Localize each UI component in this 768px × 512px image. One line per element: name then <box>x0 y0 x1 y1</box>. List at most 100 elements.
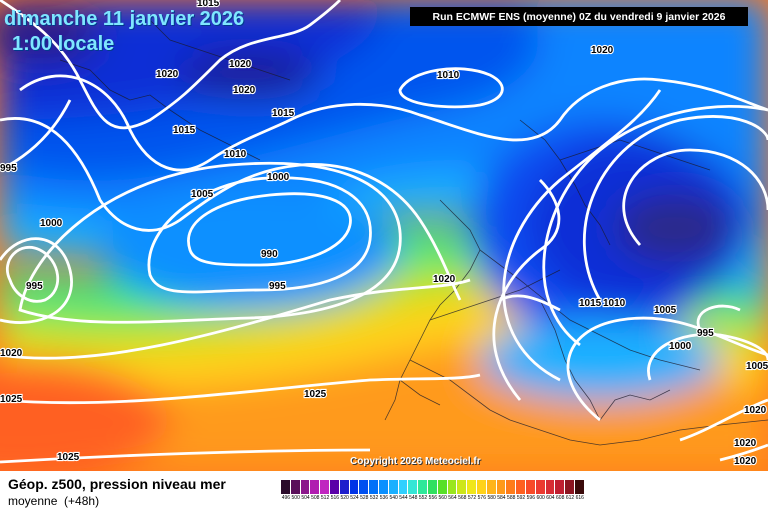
legend-swatch: 508 <box>310 480 321 504</box>
legend-swatch: 556 <box>427 480 438 504</box>
legend-value: 568 <box>458 495 467 501</box>
legend-swatch: 612 <box>565 480 575 504</box>
isobar-label: 1025 <box>0 394 23 405</box>
isobar-label: 1000 <box>40 218 63 229</box>
legend-swatch: 576 <box>476 480 487 504</box>
legend-value: 572 <box>467 495 477 501</box>
legend-color <box>447 480 458 494</box>
isobar-label: 1020 <box>734 456 757 467</box>
legend-swatch: 532 <box>369 480 379 504</box>
legend-swatch: 544 <box>398 480 409 504</box>
isobar-label: 1020 <box>433 274 456 285</box>
isobar-label: 1015 <box>173 125 196 136</box>
isobar-label: 1020 <box>734 438 757 449</box>
legend-value: 544 <box>399 495 408 501</box>
isobars <box>0 0 768 464</box>
legend-swatch: 504 <box>300 480 311 504</box>
legend-color <box>418 480 428 494</box>
subtitle-lead: (+48h) <box>64 494 100 508</box>
legend-value: 512 <box>320 495 330 501</box>
forecast-date: dimanche 11 janvier 2026 <box>4 8 245 30</box>
isobar-label: 1000 <box>669 341 692 352</box>
run-info-banner: Run ECMWF ENS (moyenne) 0Z du vendredi 9… <box>410 7 748 26</box>
map-title: Géop. z500, pression niveau mer <box>8 476 226 492</box>
legend-value: 552 <box>418 495 428 501</box>
legend-swatch: 552 <box>418 480 428 504</box>
legend-color <box>359 480 370 494</box>
legend-color <box>427 480 438 494</box>
subtitle-main: moyenne <box>8 494 58 508</box>
map-subtitle: moyenne (+48h) <box>8 494 99 508</box>
legend-swatch: 500 <box>290 480 301 504</box>
isobar-label: 1015 <box>579 298 602 309</box>
legend-value: 564 <box>448 495 457 501</box>
legend-value: 508 <box>311 495 320 501</box>
legend-swatch: 608 <box>555 480 566 504</box>
legend-swatch: 616 <box>574 480 585 504</box>
legend-value: 584 <box>497 495 506 501</box>
isobar-label: 1005 <box>191 189 214 200</box>
isobar-label: 1020 <box>0 348 23 359</box>
legend-value: 520 <box>340 495 349 501</box>
legend-swatch: 588 <box>506 480 517 504</box>
legend-swatch: 604 <box>545 480 556 504</box>
legend-swatch: 584 <box>496 480 507 504</box>
legend-swatch: 596 <box>525 480 536 504</box>
legend-swatch: 516 <box>329 480 340 504</box>
legend-color <box>300 480 311 494</box>
legend-swatch: 496 <box>281 480 291 504</box>
legend-color <box>437 480 448 494</box>
legend-value: 516 <box>330 495 340 501</box>
isobar-label: 1020 <box>156 69 179 80</box>
legend-swatch: 580 <box>486 480 497 504</box>
legend-color <box>565 480 575 494</box>
legend-color <box>388 480 399 494</box>
isobar-label: 1020 <box>591 45 614 56</box>
isobar-label: 1010 <box>437 70 460 81</box>
legend-color <box>339 480 350 494</box>
legend-value: 592 <box>516 495 526 501</box>
isobar-label: 1015 <box>197 0 220 9</box>
legend-swatch: 568 <box>457 480 468 504</box>
legend-color <box>535 480 546 494</box>
legend-value: 536 <box>379 495 389 501</box>
isobar-label: 995 <box>0 163 17 174</box>
isobar-labels: 1015 1020 1020 1020 1010 1015 1015 1010 … <box>0 0 768 468</box>
legend-color <box>486 480 497 494</box>
legend-value: 532 <box>369 495 379 501</box>
legend-color <box>467 480 477 494</box>
legend-color <box>408 480 419 494</box>
legend-color <box>516 480 526 494</box>
legend-swatch: 540 <box>388 480 399 504</box>
forecast-time: 1:00 locale <box>12 33 115 55</box>
legend-color <box>555 480 566 494</box>
legend-swatch: 564 <box>447 480 458 504</box>
isobar-label: 1020 <box>744 405 767 416</box>
isobar-label: 1010 <box>224 149 247 160</box>
legend-color <box>457 480 468 494</box>
legend-color <box>281 480 291 494</box>
isobar-label: 1005 <box>746 361 768 372</box>
legend-value: 588 <box>507 495 516 501</box>
legend-value: 560 <box>438 495 447 501</box>
isobar-label: 1020 <box>229 59 252 70</box>
isobar-label: 1000 <box>267 172 290 183</box>
legend-value: 604 <box>546 495 555 501</box>
legend-color <box>310 480 321 494</box>
legend-swatch: 528 <box>359 480 370 504</box>
legend-value: 556 <box>428 495 438 501</box>
isobar-label: 1020 <box>233 85 256 96</box>
legend-color <box>398 480 409 494</box>
legend-swatch: 512 <box>320 480 330 504</box>
weather-map: 1015 1020 1020 1020 1010 1015 1015 1010 … <box>0 0 768 471</box>
color-scale-legend: 496 500 504 508 512 516 520 524 528 532 536 540 544 5… <box>281 480 585 504</box>
legend-value: 580 <box>487 495 496 501</box>
legend-color <box>476 480 487 494</box>
isobar-label: 995 <box>697 328 714 339</box>
legend-color <box>506 480 517 494</box>
footer: Géop. z500, pression niveau mer moyenne … <box>0 471 768 512</box>
legend-color <box>290 480 301 494</box>
copyright: Copyright 2026 Meteociel.fr <box>350 456 481 467</box>
legend-color <box>378 480 389 494</box>
isobar-label: 1025 <box>304 389 327 400</box>
